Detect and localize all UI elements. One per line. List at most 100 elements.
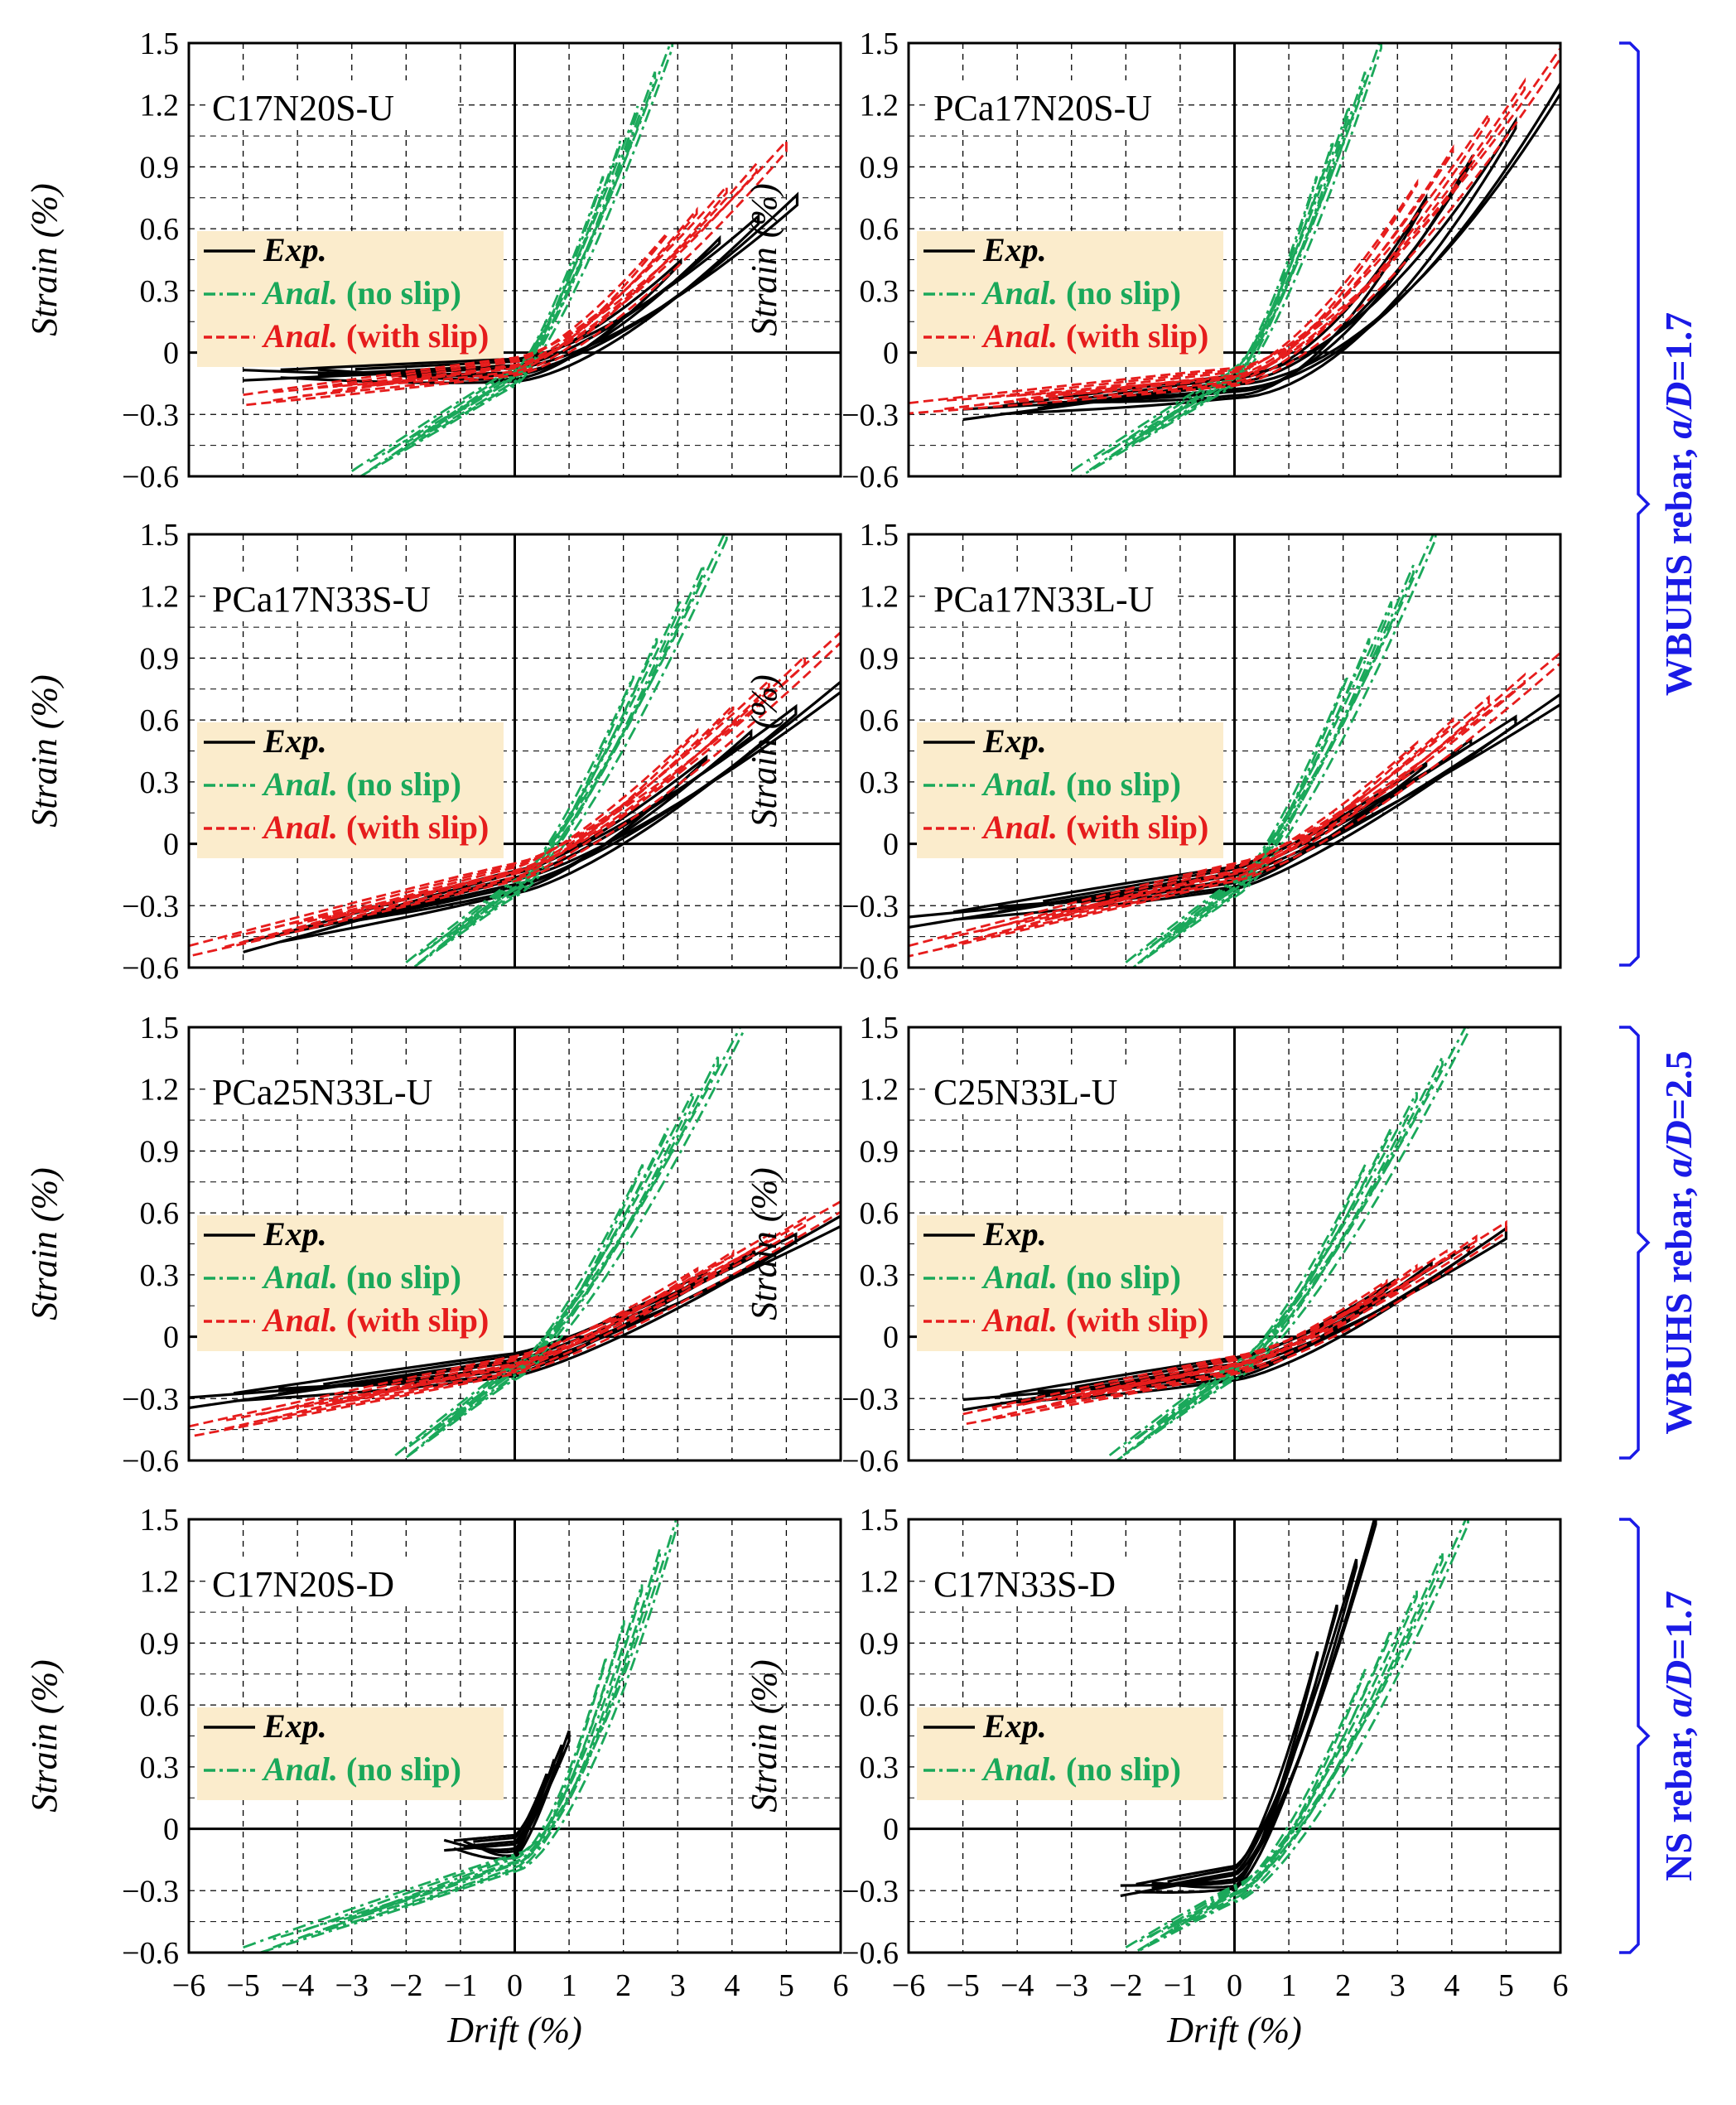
series-exp-loop <box>443 1730 571 1852</box>
y-tick-label: 0.3 <box>140 1258 180 1293</box>
series-noslip-loop <box>1149 601 1393 955</box>
x-tick-label: 2 <box>615 1968 631 2003</box>
legend-anal-no-slip-label-sub: (no slip) <box>1058 765 1181 803</box>
series-slip-loop <box>980 694 1490 939</box>
x-tick-label: −6 <box>892 1968 925 2003</box>
y-tick-label: −0.6 <box>122 1936 179 1971</box>
y-tick-label: −0.6 <box>122 951 179 986</box>
legend-anal-with-slip-label-main: Anal. <box>981 809 1058 846</box>
y-axis-label: Strain (%) <box>744 1167 784 1320</box>
x-tick-label: 3 <box>1390 1968 1406 2003</box>
x-tick-label: −2 <box>389 1968 422 2003</box>
y-tick-label: 0 <box>163 828 179 862</box>
x-tick-label: −3 <box>335 1968 369 2003</box>
series-noslip-loop <box>1173 1668 1367 1930</box>
series-slip-loop <box>992 1234 1478 1419</box>
legend-anal-no-slip-label: Anal. (no slip) <box>981 274 1181 311</box>
panel-frame <box>907 1518 1562 1954</box>
y-tick-label: 0.9 <box>860 641 899 676</box>
legend-exp-label: Exp. <box>982 1215 1047 1253</box>
y-tick-label: −0.3 <box>841 1382 899 1417</box>
legend-exp-label: Exp. <box>982 1707 1047 1745</box>
legend-anal-no-slip-label-sub: (no slip) <box>338 274 461 311</box>
x-tick-label: −6 <box>172 1968 205 2003</box>
y-tick-label: 0.6 <box>140 212 180 247</box>
y-tick-label: 1.5 <box>140 27 180 61</box>
series-slip-loop <box>1051 178 1419 397</box>
y-axis-label: Strain (%) <box>744 183 784 336</box>
legend-anal-no-slip-label-sub: (no slip) <box>338 1750 461 1788</box>
legend-anal-with-slip-label-sub: (with slip) <box>338 317 489 355</box>
legend-anal-no-slip-label-main: Anal. <box>981 1750 1058 1788</box>
legend-box <box>197 1215 504 1351</box>
group-brace <box>1619 1518 1651 1954</box>
panel-title: C25N33L-U <box>933 1072 1117 1113</box>
panel-frame <box>907 41 1562 478</box>
series-slip-loop <box>362 229 668 388</box>
y-tick-label: 0.3 <box>140 765 180 800</box>
series-slip-loop <box>224 1215 807 1431</box>
legend-anal-with-slip-label-main: Anal. <box>981 317 1058 355</box>
y-tick-label: 0.6 <box>140 1688 180 1723</box>
x-axis-label: Drift (%) <box>1166 2010 1302 2050</box>
legend-exp-label: Exp. <box>263 231 327 268</box>
y-tick-label: −0.6 <box>841 460 899 495</box>
group-label-italic: a/D <box>1657 1120 1700 1177</box>
panel-frame <box>187 1026 842 1462</box>
y-axis-label: Strain (%) <box>24 1167 65 1320</box>
y-tick-label: 0.3 <box>860 765 899 800</box>
legend-box <box>917 231 1223 367</box>
legend-anal-with-slip-label: Anal. (with slip) <box>261 809 489 846</box>
legend-anal-with-slip-label-main: Anal. <box>261 809 338 846</box>
legend-anal-no-slip-label: Anal. (no slip) <box>261 765 461 803</box>
legend-anal-with-slip-label: Anal. (with slip) <box>981 317 1208 355</box>
legend-anal-no-slip-label-main: Anal. <box>261 1258 338 1296</box>
series-noslip-loop <box>272 1548 661 1949</box>
y-tick-label: 1.5 <box>140 1011 180 1045</box>
x-tick-label: −4 <box>1001 1968 1034 2003</box>
x-tick-label: 0 <box>507 1968 523 2003</box>
chart-panel: C17N33S-D Exp. Anal. (no slip) −0.6 −0.3 0 0.3… <box>744 1503 1569 2050</box>
legend-anal-with-slip-label-sub: (with slip) <box>1058 809 1208 846</box>
legend-exp-label-main: Exp. <box>263 1215 327 1253</box>
x-tick-label: 6 <box>1553 1968 1569 2003</box>
legend-exp-label-main: Exp. <box>982 1707 1047 1745</box>
y-tick-label: 0.6 <box>860 1196 899 1231</box>
series-noslip-loop <box>1071 43 1382 476</box>
group-label: WBUHS rebar, a/D=2.5 <box>1657 1050 1700 1434</box>
legend-anal-no-slip-label-sub: (no slip) <box>338 1258 461 1296</box>
series-slip-loop <box>1015 143 1454 401</box>
series-exp-loop <box>472 1773 548 1857</box>
legend-exp-label-main: Exp. <box>982 722 1047 760</box>
y-tick-label: 0.6 <box>860 1688 899 1723</box>
series-noslip-loop <box>1173 675 1348 936</box>
y-tick-label: 1.5 <box>860 1011 899 1045</box>
legend-exp-label: Exp. <box>982 231 1047 268</box>
series-slip-loop <box>962 1219 1507 1426</box>
x-tick-label: 1 <box>1281 1968 1297 2003</box>
legend-anal-no-slip-label-main: Anal. <box>981 1258 1058 1296</box>
series-noslip-loop <box>369 71 657 471</box>
series-slip-loop <box>243 138 788 407</box>
y-tick-label: 0.9 <box>140 150 180 185</box>
series-slip-loop <box>909 46 1560 415</box>
legend-box <box>917 1215 1223 1351</box>
legend-anal-no-slip-label-sub: (no slip) <box>1058 1750 1181 1788</box>
y-axis-label: Strain (%) <box>24 1659 65 1813</box>
chart-panel: C17N20S-D Exp. Anal. (no slip) −0.6 −0.3 0 0.3… <box>24 1503 849 2050</box>
y-tick-label: 0 <box>163 336 179 371</box>
group-label-suffix: =2.5 <box>1657 1050 1700 1120</box>
y-tick-label: −0.3 <box>122 1874 179 1909</box>
series-slip-loop <box>980 110 1490 406</box>
y-axis-label: Strain (%) <box>744 674 784 828</box>
series-noslip-loop <box>422 176 605 437</box>
y-tick-label: 1.2 <box>860 89 899 123</box>
legend-anal-no-slip-label: Anal. (no slip) <box>981 1750 1181 1788</box>
legend-anal-with-slip-label: Anal. (with slip) <box>981 1301 1208 1339</box>
group-label: WBUHS rebar, a/D=1.7 <box>1657 312 1700 696</box>
series-slip-loop <box>189 630 841 958</box>
legend-box <box>197 722 504 858</box>
series-noslip-loop <box>1149 1590 1418 1945</box>
